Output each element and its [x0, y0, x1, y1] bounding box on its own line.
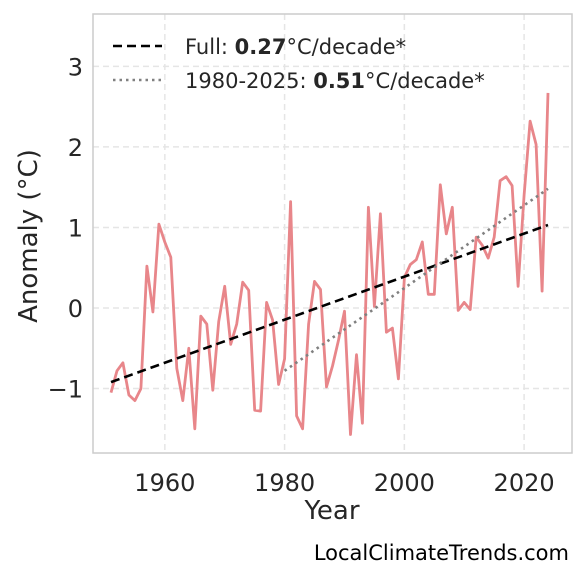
y-tick-label: −1 — [48, 376, 83, 404]
legend-recent-rate: 0.51 — [313, 69, 365, 93]
data-series — [109, 92, 550, 436]
tick-labels: 1960 1980 2000 2020 −1 0 1 2 3 — [48, 53, 555, 497]
legend-recent-prefix: 1980-2025: — [185, 69, 313, 93]
legend: Full: 0.27°C/decade* 1980-2025: 0.51°C/d… — [113, 35, 485, 93]
y-tick-label: 0 — [68, 295, 83, 323]
x-tick-label: 2000 — [374, 469, 435, 497]
plot-frame — [92, 13, 573, 454]
legend-full-unit: °C/decade* — [287, 35, 407, 59]
plot-background — [93, 14, 572, 453]
y-tick-label: 1 — [68, 214, 83, 242]
x-tick-label: 1980 — [254, 469, 315, 497]
x-tick-label: 2020 — [494, 469, 555, 497]
x-tick-label: 1960 — [134, 469, 195, 497]
legend-full-prefix: Full: — [185, 35, 235, 59]
y-axis-title: Anomaly (°C) — [14, 149, 44, 323]
watermark-text: LocalClimateTrends.com — [314, 541, 569, 565]
y-tick-label: 2 — [68, 134, 83, 162]
trend-line-1980-2025 — [283, 187, 549, 372]
y-tick-label: 3 — [68, 53, 83, 81]
legend-label-full: Full: 0.27°C/decade* — [185, 35, 406, 59]
trend-line-full — [110, 223, 549, 384]
legend-full-rate: 0.27 — [235, 35, 287, 59]
grid-lines — [93, 14, 572, 453]
x-axis-title: Year — [303, 496, 359, 526]
legend-label-recent: 1980-2025: 0.51°C/decade* — [185, 69, 485, 93]
legend-recent-unit: °C/decade* — [365, 69, 485, 93]
anomaly-series-line — [109, 92, 550, 436]
